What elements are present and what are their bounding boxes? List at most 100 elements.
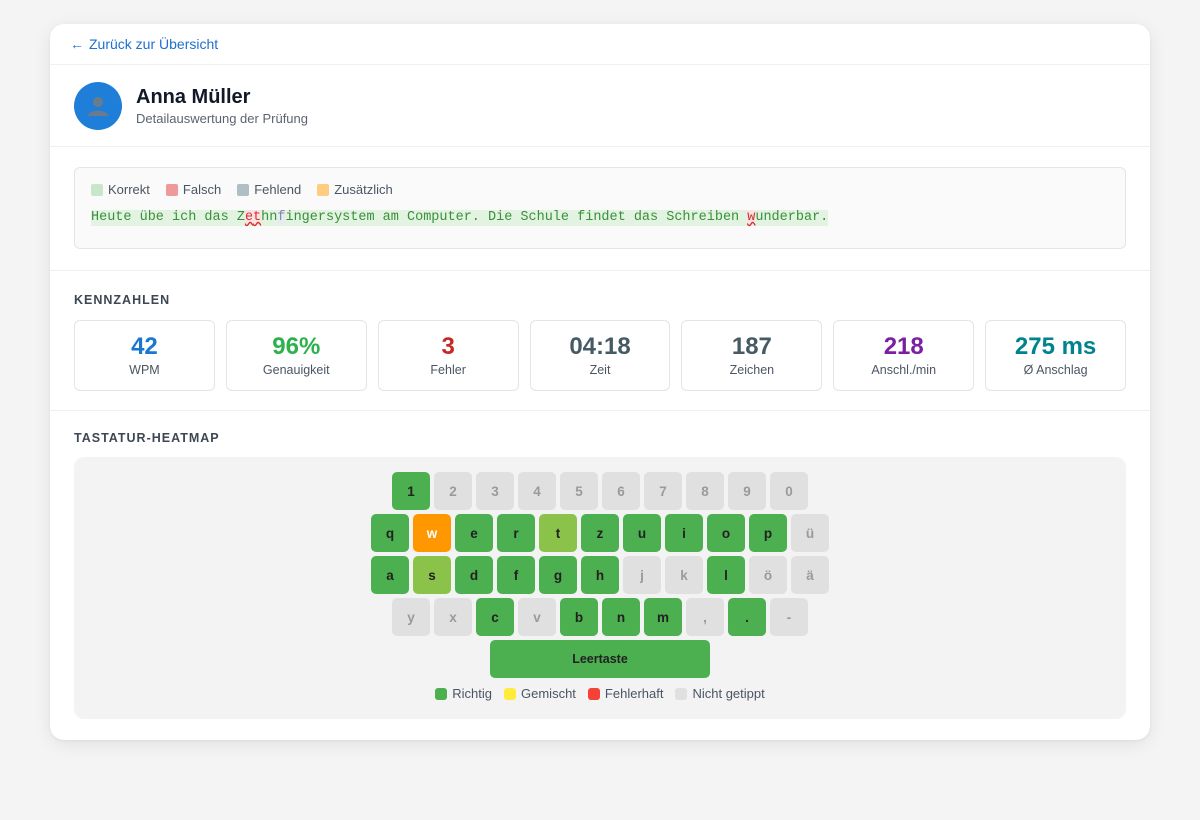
key-9[interactable]: 9 bbox=[728, 472, 766, 510]
key-,[interactable]: , bbox=[686, 598, 724, 636]
key-ü[interactable]: ü bbox=[791, 514, 829, 552]
legend-label: Fehlend bbox=[254, 182, 302, 197]
legend-label: Gemischt bbox=[521, 686, 576, 701]
metric-card: 96% Genauigkeit bbox=[225, 320, 367, 391]
key-7[interactable]: 7 bbox=[644, 472, 682, 510]
metric-card: 275 ms Ø Anschlag bbox=[985, 320, 1127, 391]
key-.[interactable]: . bbox=[728, 598, 766, 636]
legend-swatch bbox=[317, 183, 330, 196]
key-t[interactable]: t bbox=[539, 514, 577, 552]
metric-label: Zeit bbox=[589, 363, 611, 378]
key-u[interactable]: u bbox=[623, 514, 661, 552]
key-w[interactable]: w bbox=[413, 514, 451, 552]
text-segment-correct: hn bbox=[261, 210, 278, 225]
legend-item-falsch: Falsch bbox=[165, 182, 222, 197]
metric-card: 04:18 Zeit bbox=[529, 320, 671, 391]
legend-swatch bbox=[675, 687, 688, 700]
back-link[interactable]: ← Zurück zur Übersicht bbox=[70, 36, 218, 52]
key-4[interactable]: 4 bbox=[518, 472, 556, 510]
legend-label: Richtig bbox=[452, 686, 493, 701]
metric-value: 3 bbox=[441, 332, 455, 360]
key-m[interactable]: m bbox=[644, 598, 682, 636]
heatmap-legend-item: Nicht getippt bbox=[675, 686, 765, 701]
key-n[interactable]: n bbox=[602, 598, 640, 636]
metric-value: 42 bbox=[131, 332, 158, 360]
metric-card: 218 Anschl./min bbox=[833, 320, 975, 391]
key-ö[interactable]: ö bbox=[749, 556, 787, 594]
key-a[interactable]: a bbox=[371, 556, 409, 594]
legend-swatch bbox=[165, 183, 178, 196]
metric-value: 96% bbox=[272, 332, 321, 360]
key-3[interactable]: 3 bbox=[476, 472, 514, 510]
metric-card: 42 WPM bbox=[74, 320, 215, 391]
legend-item-zusätzlich: Zusätzlich bbox=[317, 182, 393, 197]
key--[interactable]: - bbox=[770, 598, 808, 636]
metric-value: 218 bbox=[883, 332, 924, 360]
key-i[interactable]: i bbox=[665, 514, 703, 552]
person-icon bbox=[88, 96, 108, 116]
legend-label: Falsch bbox=[182, 182, 222, 197]
key-o[interactable]: o bbox=[707, 514, 745, 552]
key-r[interactable]: r bbox=[497, 514, 535, 552]
metric-label: Ø Anschlag bbox=[1023, 363, 1088, 378]
text-segment-wrong: w bbox=[747, 210, 756, 225]
key-0[interactable]: 0 bbox=[770, 472, 808, 510]
key-j[interactable]: j bbox=[623, 556, 661, 594]
key-y[interactable]: y bbox=[392, 598, 430, 636]
legend-label: Korrekt bbox=[108, 182, 150, 197]
metric-value: 187 bbox=[731, 332, 772, 360]
metric-value: 04:18 bbox=[569, 332, 631, 360]
key-d[interactable]: d bbox=[455, 556, 493, 594]
text-comparison-box: Korrekt Falsch Fehlend Zusätzlich Heute übe… bbox=[74, 167, 1126, 249]
key-e[interactable]: e bbox=[455, 514, 493, 552]
key-x[interactable]: x bbox=[434, 598, 472, 636]
key-v[interactable]: v bbox=[518, 598, 556, 636]
heatmap-legend-item: Richtig bbox=[435, 686, 492, 701]
key-6[interactable]: 6 bbox=[602, 472, 640, 510]
text-segment-wrong: t bbox=[253, 210, 262, 225]
arrow-left-icon: ← bbox=[70, 36, 84, 52]
key-q[interactable]: q bbox=[371, 514, 409, 552]
key-z[interactable]: z bbox=[581, 514, 619, 552]
key-c[interactable]: c bbox=[476, 598, 514, 636]
legend-swatch bbox=[91, 183, 103, 196]
metrics-row: 42 WPM 96% Genauigkeit 3 Fehler 04:18 Zeit 187 Ze… bbox=[74, 320, 1127, 391]
result-card: ← Zurück zur Übersicht Anna Müller Detai… bbox=[50, 24, 1150, 740]
key-5[interactable]: 5 bbox=[560, 472, 598, 510]
key-1[interactable]: 1 bbox=[392, 472, 430, 510]
key-b[interactable]: b bbox=[560, 598, 598, 636]
key-8[interactable]: 8 bbox=[686, 472, 724, 510]
key-ä[interactable]: ä bbox=[791, 556, 829, 594]
key-f[interactable]: f bbox=[497, 556, 535, 594]
legend-swatch bbox=[504, 687, 517, 700]
key-p[interactable]: p bbox=[749, 514, 787, 552]
key-h[interactable]: h bbox=[581, 556, 619, 594]
metric-label: Genauigkeit bbox=[262, 363, 330, 378]
legend-label: Fehlerhaft bbox=[604, 686, 664, 701]
key-2[interactable]: 2 bbox=[434, 472, 472, 510]
legend-item-korrekt: Korrekt bbox=[91, 182, 150, 197]
legend-label: Nicht getippt bbox=[692, 686, 765, 701]
metric-card: 3 Fehler bbox=[377, 320, 519, 391]
text-segment-correct: underbar. bbox=[755, 210, 829, 225]
key-s[interactable]: s bbox=[413, 556, 451, 594]
key-space[interactable]: Leertaste bbox=[490, 640, 710, 678]
key-l[interactable]: l bbox=[707, 556, 745, 594]
heatmap-legend-item: Gemischt bbox=[504, 686, 576, 701]
profile-subtitle: Detailauswertung der Prüfung bbox=[136, 111, 308, 126]
avatar bbox=[74, 81, 122, 130]
legend-item-fehlend: Fehlend bbox=[237, 182, 301, 197]
text-segment-wrong: e bbox=[244, 210, 254, 225]
student-name: Anna Müller bbox=[136, 86, 251, 108]
text-segment-correct: Heute übe ich das Z bbox=[91, 210, 245, 225]
heatmap-legend: Richtig Gemischt Fehlerhaft Nicht getippt bbox=[74, 686, 1126, 701]
key-k[interactable]: k bbox=[665, 556, 703, 594]
key-g[interactable]: g bbox=[539, 556, 577, 594]
metric-label: Anschl./min bbox=[871, 363, 937, 378]
legend-swatch bbox=[237, 183, 250, 196]
